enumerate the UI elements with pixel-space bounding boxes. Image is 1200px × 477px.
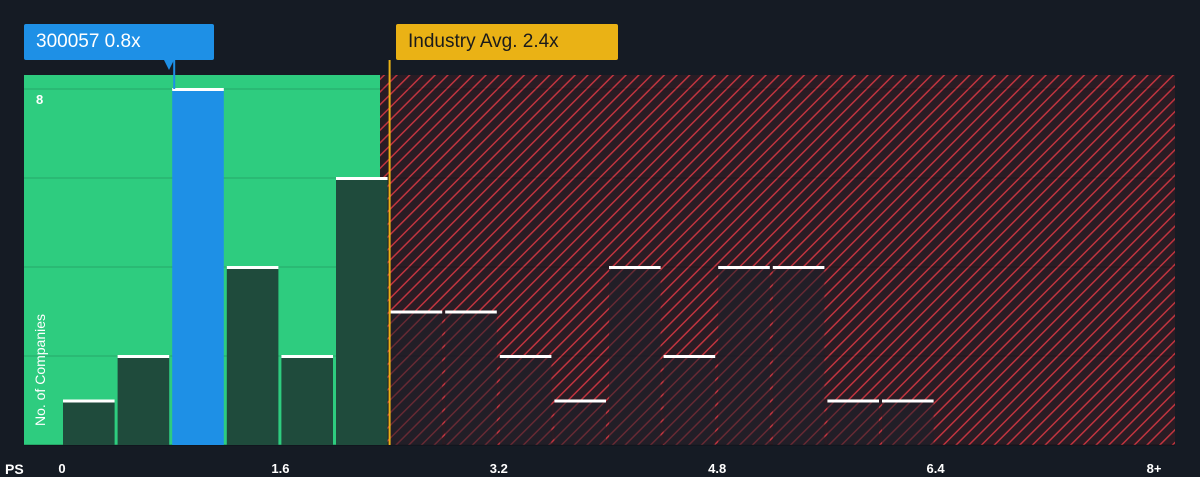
industry-average-tag: Industry Avg. 2.4x — [396, 24, 618, 60]
bar-top-cap — [63, 399, 115, 403]
x-tick-label: 3.2 — [489, 461, 508, 476]
histogram-bar — [445, 311, 497, 445]
histogram-bar — [772, 267, 825, 445]
bar-top-cap — [663, 355, 716, 358]
bar-top-cap — [554, 399, 606, 403]
histogram-bar — [390, 311, 443, 445]
histogram-bar — [336, 178, 388, 445]
bar-top-cap — [609, 266, 661, 269]
bar-top-cap — [445, 310, 497, 314]
bar-top-cap — [882, 399, 934, 403]
x-tick-label: 4.8 — [708, 461, 727, 476]
histogram-bar — [63, 400, 115, 445]
bar-top-cap — [772, 266, 825, 269]
histogram-bar — [281, 356, 333, 445]
histogram-bar — [718, 267, 770, 445]
histogram-bar — [226, 267, 279, 445]
x-tick-label: 6.4 — [926, 461, 945, 476]
bar-top-cap — [827, 399, 879, 403]
x-tick-label: 8+ — [1146, 461, 1162, 476]
company-ps-tag: 300057 0.8x — [24, 24, 214, 70]
histogram-bar — [172, 89, 224, 445]
x-tick-label: 0 — [58, 461, 66, 476]
histogram-bar — [663, 356, 716, 445]
histogram-bar — [117, 356, 170, 445]
bar-top-cap — [390, 310, 443, 314]
bar-top-cap — [718, 266, 770, 269]
y-axis-label: No. of Companies — [32, 313, 48, 427]
histogram-bar — [609, 267, 661, 445]
histogram-bar — [882, 400, 934, 445]
bar-top-cap — [172, 88, 224, 91]
x-tick-label: 1.6 — [271, 461, 290, 476]
bar-top-cap — [336, 177, 388, 180]
y-tick-label: 8 — [36, 92, 44, 107]
bar-top-cap — [499, 355, 552, 358]
histogram-bar — [827, 400, 879, 445]
histogram-bar — [499, 356, 552, 445]
x-axis-label: PS — [5, 461, 24, 477]
bar-top-cap — [226, 266, 279, 269]
bar-top-cap — [117, 355, 170, 358]
histogram-bar — [554, 400, 606, 445]
bar-top-cap — [281, 355, 333, 358]
